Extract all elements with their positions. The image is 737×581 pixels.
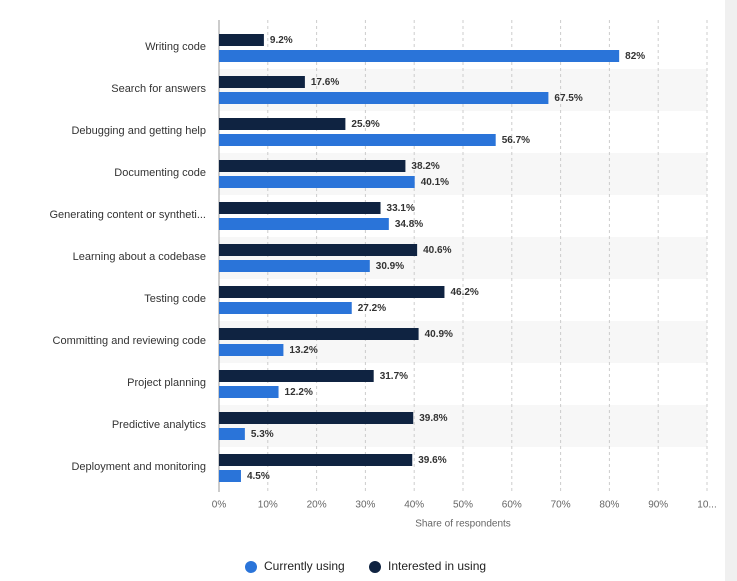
bar [219, 454, 413, 466]
x-tick-label: 70% [551, 500, 571, 511]
value-label: 40.9% [425, 329, 453, 340]
bar [219, 134, 496, 146]
value-label: 38.2% [411, 161, 439, 172]
bar [219, 202, 381, 214]
bar [219, 50, 620, 62]
x-tick-label: 60% [502, 500, 522, 511]
value-label: 39.8% [419, 413, 447, 424]
y-tick-label: Learning about a codebase [73, 251, 206, 263]
legend-marker [245, 561, 257, 573]
x-tick-label: 30% [355, 500, 375, 511]
legend-label: Interested in using [388, 559, 486, 573]
y-tick-label: Committing and reviewing code [53, 335, 206, 347]
y-tick-label: Project planning [127, 377, 206, 389]
value-label: 40.6% [423, 245, 451, 256]
y-tick-label: Debugging and getting help [71, 125, 206, 137]
x-tick-label: 40% [404, 500, 424, 511]
value-label: 12.2% [285, 387, 313, 398]
bar [219, 302, 352, 314]
value-label: 56.7% [502, 135, 530, 146]
value-label: 30.9% [376, 261, 404, 272]
bar [219, 92, 549, 104]
bar [219, 260, 370, 272]
bar [219, 176, 415, 188]
y-tick-label: Testing code [144, 293, 206, 305]
side-strip [725, 0, 737, 581]
bar [219, 118, 346, 130]
bar [219, 34, 264, 46]
value-label: 67.5% [554, 93, 582, 104]
bar [219, 344, 284, 356]
x-tick-label: 80% [599, 500, 619, 511]
y-tick-label: Generating content or syntheti... [49, 209, 206, 221]
value-label: 40.1% [421, 177, 449, 188]
value-label: 9.2% [270, 35, 293, 46]
bar [219, 244, 418, 256]
bar [219, 286, 445, 298]
legend-label: Currently using [264, 559, 345, 573]
legend-marker [369, 561, 381, 573]
value-label: 13.2% [289, 345, 317, 356]
value-label: 34.8% [395, 219, 423, 230]
value-label: 39.6% [418, 455, 446, 466]
bar [219, 428, 245, 440]
bar [219, 218, 389, 230]
bar [219, 412, 414, 424]
x-axis-label: Share of respondents [415, 519, 511, 530]
y-tick-label: Writing code [145, 41, 206, 53]
x-tick-label: 90% [648, 500, 668, 511]
value-label: 27.2% [358, 303, 386, 314]
y-tick-label: Predictive analytics [112, 419, 207, 431]
x-tick-label: 50% [453, 500, 473, 511]
bar [219, 328, 419, 340]
x-tick-label: 20% [307, 500, 327, 511]
bar [219, 160, 406, 172]
value-label: 46.2% [450, 287, 478, 298]
x-tick-label: 0% [212, 500, 227, 511]
bar [219, 76, 305, 88]
y-tick-label: Deployment and monitoring [71, 461, 206, 473]
value-label: 25.9% [351, 119, 379, 130]
value-label: 33.1% [387, 203, 415, 214]
value-label: 4.5% [247, 471, 270, 482]
value-label: 82% [625, 51, 645, 62]
value-label: 5.3% [251, 429, 274, 440]
value-label: 31.7% [380, 371, 408, 382]
value-label: 17.6% [311, 77, 339, 88]
y-tick-label: Search for answers [111, 83, 206, 95]
bar [219, 386, 279, 398]
bar [219, 370, 374, 382]
bar [219, 470, 241, 482]
x-tick-label: 10... [697, 500, 716, 511]
y-tick-label: Documenting code [114, 167, 206, 179]
x-tick-label: 10% [258, 500, 278, 511]
